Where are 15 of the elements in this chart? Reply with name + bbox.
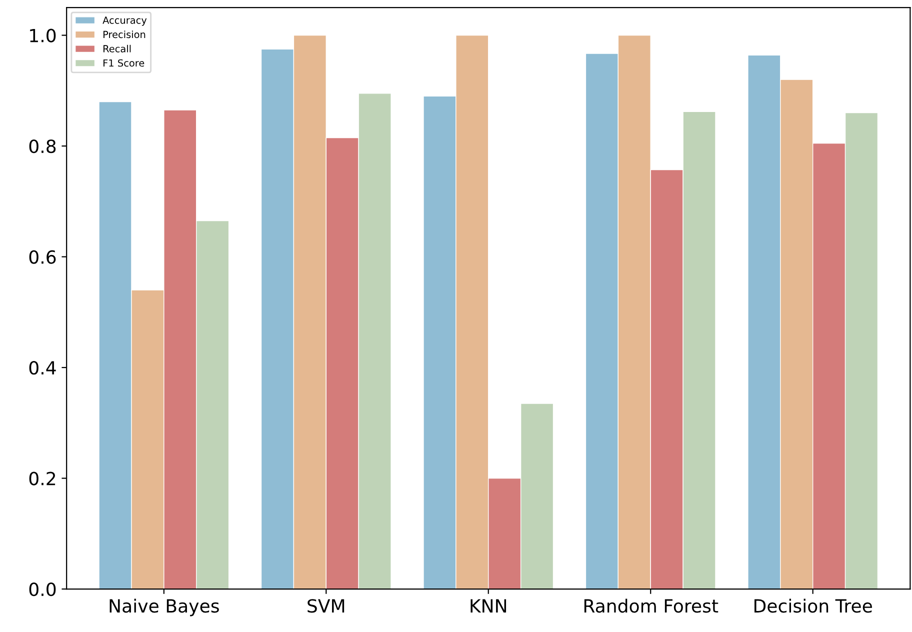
x-tick-label: Decision Tree: [754, 598, 872, 613]
legend-label: Precision: [104, 30, 146, 38]
y-tick-label: 0.0: [29, 582, 56, 596]
x-tick-label: KNN: [470, 599, 506, 612]
legend-label: F1 Score: [104, 59, 144, 67]
y-tick-label: 0.4: [29, 360, 56, 375]
legend-label: Recall: [104, 44, 131, 52]
y-tick-label: 1.0: [30, 28, 56, 42]
y-tick-label: 0.6: [29, 250, 56, 264]
x-tick-label: SVM: [308, 599, 344, 613]
y-tick-label: 0.2: [29, 472, 56, 486]
y-tick-label: 0.8: [29, 139, 56, 154]
x-tick-label: Random Forest: [584, 598, 718, 613]
x-tick-label: Naive Bayes: [110, 598, 219, 616]
legend-label: Accuracy: [102, 16, 147, 26]
